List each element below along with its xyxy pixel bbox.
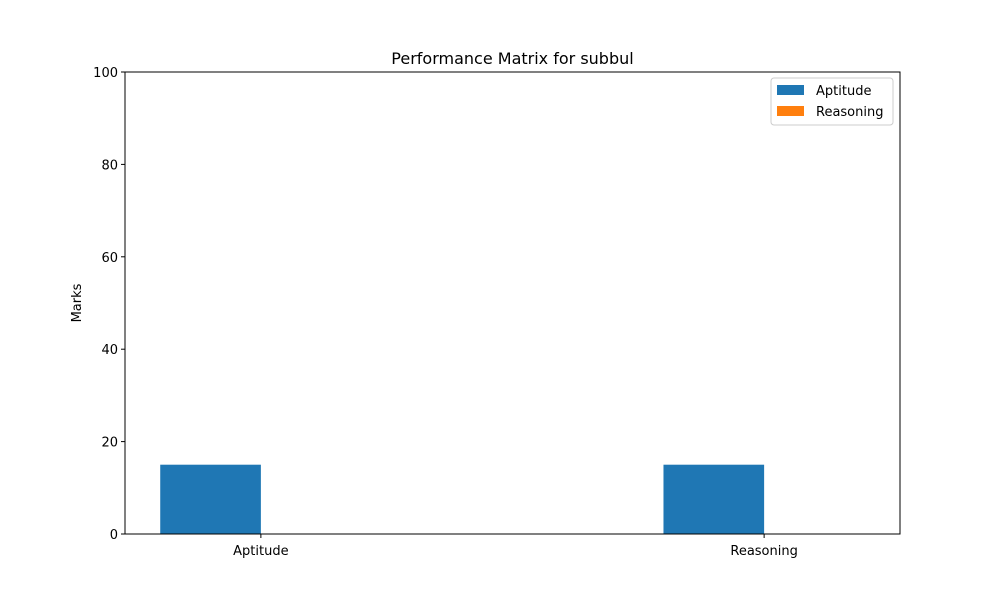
x-tick-label: Aptitude [233, 544, 288, 559]
y-tick-label: 40 [101, 343, 118, 358]
x-tick-label: Reasoning [730, 544, 797, 559]
legend-swatch [777, 106, 804, 116]
legend-label: Aptitude [816, 84, 871, 99]
x-axis: Aptitude Reasoning [233, 534, 798, 559]
legend-swatch [777, 85, 804, 95]
bar [663, 464, 765, 534]
legend-label: Reasoning [816, 105, 883, 120]
legend: Aptitude Reasoning [770, 77, 894, 126]
chart-title: Performance Matrix for subbul [391, 49, 633, 68]
y-tick-label: 0 [110, 528, 118, 543]
y-tick-label: 20 [101, 436, 118, 451]
bar [160, 464, 261, 534]
y-tick-label: 100 [93, 66, 118, 81]
y-axis: 0 20 40 60 80 100 [93, 66, 125, 543]
bars-layer [160, 464, 765, 534]
y-axis-label: Marks [70, 283, 85, 322]
y-tick-label: 80 [101, 158, 118, 173]
plot-frame [124, 71, 901, 535]
y-tick-label: 60 [101, 251, 118, 266]
